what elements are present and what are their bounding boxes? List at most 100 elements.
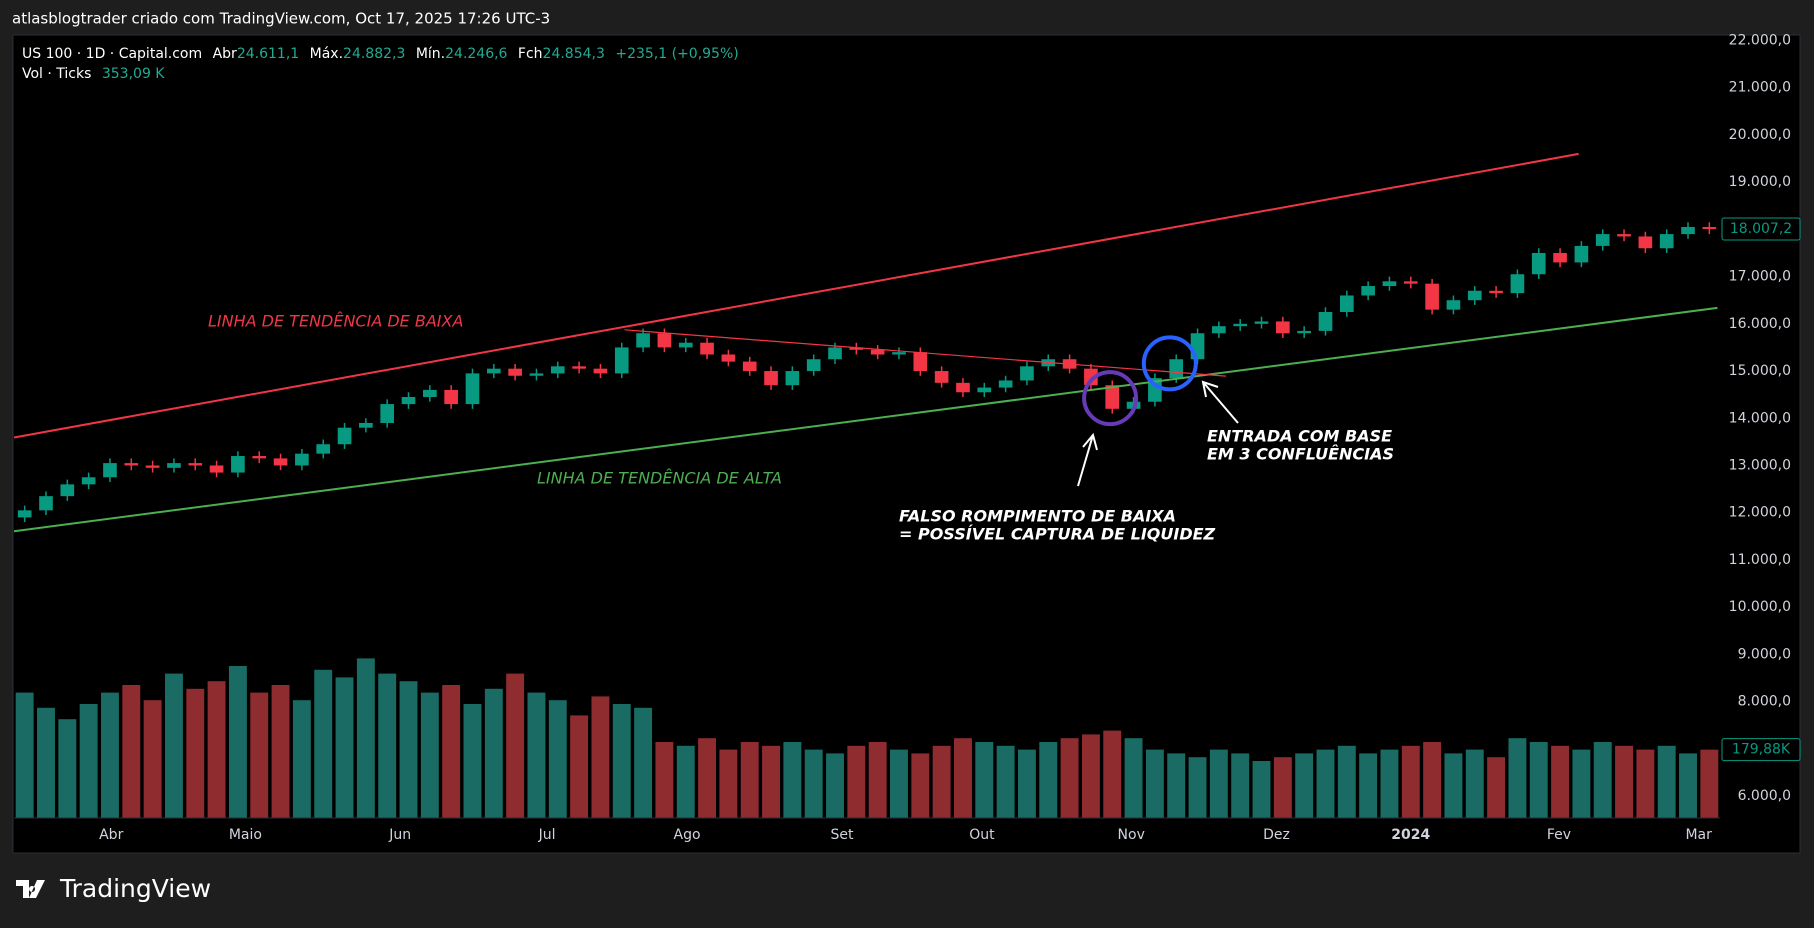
candle-body bbox=[785, 371, 800, 386]
volume-bar bbox=[954, 738, 972, 818]
last-volume-label: 179,88K bbox=[1732, 742, 1791, 758]
volume-bar bbox=[975, 742, 994, 818]
candle-body bbox=[380, 404, 395, 423]
candle-body bbox=[1169, 359, 1184, 379]
x-tick-label: Dez bbox=[1263, 827, 1290, 843]
volume-bar bbox=[207, 681, 226, 818]
highlight-circle bbox=[1082, 370, 1139, 427]
volume-bar bbox=[996, 745, 1015, 818]
volume-bar bbox=[804, 749, 823, 818]
volume-bar bbox=[1188, 757, 1207, 818]
volume-bar bbox=[868, 742, 887, 818]
x-tick-label: Jul bbox=[538, 827, 556, 843]
candle-body bbox=[742, 361, 757, 372]
volume-bar bbox=[1465, 749, 1484, 818]
volume-bar bbox=[442, 685, 461, 818]
volume-bar bbox=[826, 753, 844, 818]
volume-bar bbox=[634, 707, 653, 818]
candle-body bbox=[39, 496, 53, 511]
candle-body bbox=[1105, 385, 1120, 409]
candle-body bbox=[636, 333, 650, 348]
volume-bar bbox=[15, 692, 34, 818]
y-tick-label: 14.000,0 bbox=[1729, 410, 1791, 426]
volume-bar bbox=[1508, 738, 1527, 818]
volume-bar bbox=[1316, 749, 1335, 818]
volume-bar bbox=[1551, 745, 1570, 818]
candle-body bbox=[1318, 312, 1333, 331]
candle-body bbox=[1574, 245, 1589, 263]
candle-body bbox=[337, 427, 352, 445]
volume-bar bbox=[1700, 749, 1719, 818]
x-tick-label: Out bbox=[969, 827, 995, 843]
volume-bar bbox=[1679, 753, 1697, 818]
candle-body bbox=[1382, 281, 1397, 287]
y-tick-label: 8.000,0 bbox=[1738, 694, 1791, 710]
arrows bbox=[1077, 380, 1239, 487]
candle-body bbox=[145, 465, 160, 468]
candle-body bbox=[359, 422, 373, 428]
volume-bar bbox=[292, 700, 311, 818]
candle-body bbox=[1254, 321, 1269, 324]
volume-bar bbox=[911, 753, 930, 818]
x-tick-label: 2024 bbox=[1391, 827, 1430, 843]
candle-body bbox=[913, 352, 928, 372]
volume-bar bbox=[1657, 745, 1676, 818]
candle-body bbox=[316, 444, 331, 454]
volume-bar bbox=[527, 692, 546, 818]
candle-body bbox=[1233, 323, 1248, 327]
candle-body bbox=[1446, 300, 1461, 310]
y-tick-label: 11.000,0 bbox=[1729, 552, 1791, 568]
volume-bar bbox=[719, 749, 738, 818]
legend-value: 24.882,3 bbox=[343, 46, 405, 62]
candle-body bbox=[1595, 234, 1610, 246]
candle-body bbox=[1510, 274, 1525, 294]
volume-bar bbox=[1145, 749, 1164, 818]
volume-bar bbox=[1209, 749, 1228, 818]
logo-icon bbox=[16, 880, 45, 898]
volume-bar bbox=[698, 738, 717, 818]
candle-body bbox=[1659, 234, 1674, 249]
legend-value: +235,1 (+0,95%) bbox=[615, 46, 738, 62]
candle-body bbox=[1553, 252, 1567, 263]
candle-body bbox=[465, 373, 480, 405]
volume-bar bbox=[1252, 761, 1271, 818]
volume-bar bbox=[1401, 745, 1420, 818]
volume-bar bbox=[548, 700, 567, 818]
legend-label: Vol · Ticks bbox=[22, 66, 91, 82]
volume-bar bbox=[591, 696, 610, 818]
volume-bar bbox=[1273, 757, 1292, 818]
logo: TradingView bbox=[16, 874, 211, 903]
candle-body bbox=[764, 371, 778, 386]
y-tick-label: 6.000,0 bbox=[1738, 788, 1791, 804]
candle-body bbox=[934, 371, 949, 383]
volume-bar bbox=[1060, 738, 1079, 818]
x-tick-label: Maio bbox=[229, 827, 262, 843]
candle-body bbox=[17, 510, 32, 518]
candle-body bbox=[295, 453, 309, 466]
volume-bar bbox=[335, 677, 354, 818]
candle-body bbox=[1425, 283, 1439, 310]
candle-body bbox=[593, 368, 608, 374]
volume-bar bbox=[1295, 753, 1314, 818]
volume-legend: Vol · Ticks 353,09 K bbox=[22, 66, 165, 82]
header: atlasblogtrader criado com TradingView.c… bbox=[12, 10, 550, 28]
candle-body bbox=[273, 458, 288, 466]
candle-body bbox=[1489, 290, 1503, 294]
legend-value: 24.611,1 bbox=[237, 46, 299, 62]
candle-body bbox=[1531, 252, 1546, 275]
candle-body bbox=[444, 389, 458, 405]
arrow bbox=[1201, 380, 1239, 424]
volume-bar bbox=[847, 745, 866, 818]
candle-body bbox=[849, 347, 864, 350]
y-tick-label: 15.000,0 bbox=[1729, 363, 1791, 379]
candle-body bbox=[828, 347, 842, 360]
volume-bar bbox=[1487, 757, 1506, 818]
legend-label: Abr bbox=[213, 46, 237, 62]
volume-bar bbox=[1103, 730, 1122, 818]
candle-body bbox=[252, 456, 267, 459]
candle-body bbox=[1361, 286, 1375, 296]
volume-bar bbox=[164, 673, 183, 818]
volume-bar bbox=[890, 749, 908, 818]
y-tick-label: 17.000,0 bbox=[1729, 269, 1791, 285]
